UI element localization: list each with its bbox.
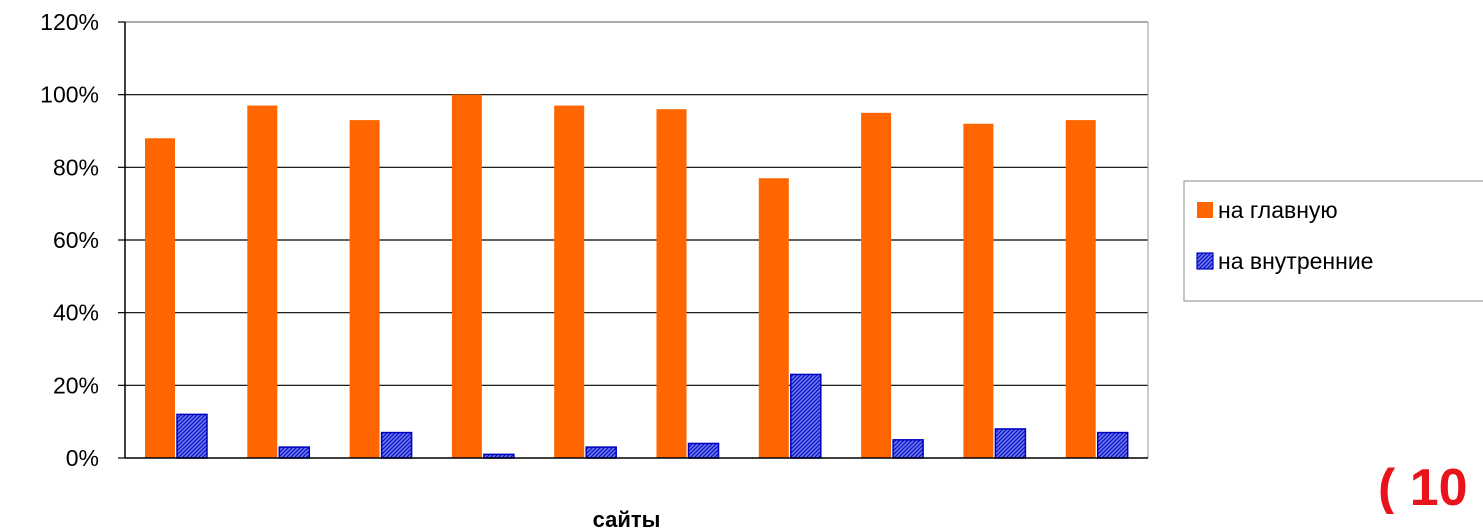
bar-main	[861, 112, 892, 458]
bar-main	[758, 178, 789, 458]
bar-main	[963, 123, 994, 458]
bar-internal	[790, 373, 822, 459]
legend-swatch	[1196, 252, 1214, 270]
bar-main	[1065, 120, 1096, 458]
legend-label: на внутренние	[1218, 248, 1373, 274]
bar-internal	[892, 439, 924, 459]
x-axis-title: сайты	[593, 507, 661, 532]
y-tick-label: 20%	[53, 372, 99, 398]
y-tick-label: 40%	[53, 300, 99, 326]
bar-internal	[585, 446, 617, 459]
bar-main	[656, 109, 687, 458]
bar-main	[247, 105, 278, 459]
y-tick-label: 60%	[53, 227, 99, 253]
y-tick-label: 120%	[40, 9, 99, 35]
bar-main	[554, 105, 585, 459]
bar-internal	[687, 442, 720, 459]
bar-internal	[1096, 431, 1129, 459]
legend: на главную на внутренние	[1183, 180, 1483, 302]
bar-main	[451, 94, 482, 459]
bar-main	[349, 120, 380, 458]
y-tick-label: 80%	[53, 154, 99, 180]
legend-label: на главную	[1218, 197, 1338, 223]
bar-main	[145, 138, 175, 458]
y-tick-label: 0%	[66, 445, 99, 471]
legend-swatch	[1197, 202, 1213, 218]
bar-internal	[278, 446, 311, 459]
bar-internal	[380, 431, 413, 459]
y-tick-label: 100%	[40, 82, 99, 108]
plot-area: 0% 20% 40% 60% 80% 100% 120% сайты	[40, 9, 1149, 532]
bar-internal	[176, 413, 208, 459]
corner-note: ( 10	[1378, 462, 1468, 514]
bar-internal	[994, 428, 1027, 459]
legend-box	[1183, 180, 1483, 302]
